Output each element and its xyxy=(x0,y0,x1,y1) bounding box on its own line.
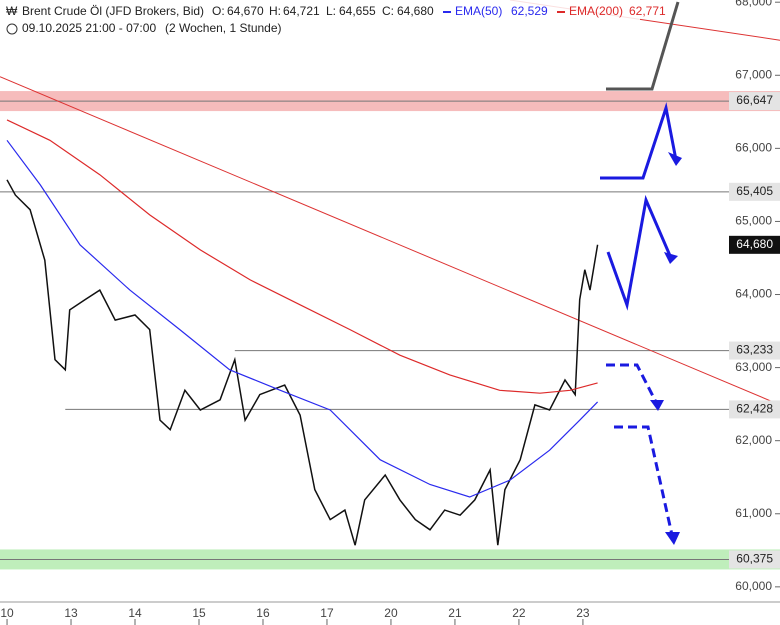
blue-dashed-arrow xyxy=(606,363,659,405)
legend-value: 62,529 xyxy=(511,4,548,18)
arrow-head xyxy=(668,152,682,166)
close-label: C: xyxy=(382,4,394,18)
high: 64,721 xyxy=(283,4,320,18)
y-tick-label: 61,000 xyxy=(735,506,772,520)
x-tick-label: 14 xyxy=(128,606,142,620)
y-tick-label: 63,000 xyxy=(735,360,772,374)
level-label: 63,233 xyxy=(736,343,773,357)
level-label: 66,647 xyxy=(736,93,773,107)
legend-label: EMA(50) xyxy=(455,4,502,18)
x-tick-label: 20 xyxy=(384,606,398,620)
legend-value: 62,771 xyxy=(629,4,666,18)
gray-arrow xyxy=(606,1,680,91)
level-label: 60,375 xyxy=(736,552,773,566)
series-line xyxy=(6,179,599,546)
header: ₩ Brent Crude Öl (JFD Brokers, Bid) O: 6… xyxy=(0,0,666,38)
last-price-bg xyxy=(729,235,780,254)
arrow-head xyxy=(650,400,664,411)
x-tick-label: 10 xyxy=(0,606,14,620)
low: 64,655 xyxy=(339,4,376,18)
x-tick-label: 21 xyxy=(448,606,462,620)
period: 09.10.2025 21:00 - 07:00 xyxy=(22,21,156,35)
level-label-bg xyxy=(729,92,780,111)
x-tick-label: 15 xyxy=(192,606,206,620)
level-label: 62,428 xyxy=(736,402,773,416)
y-tick-label: 68,000 xyxy=(735,0,772,8)
close: 64,680 xyxy=(397,4,434,18)
open-label: O: xyxy=(212,4,225,18)
y-tick-label: 66,000 xyxy=(735,141,772,155)
legend-label: EMA(200) xyxy=(569,4,623,18)
range: (2 Wochen, 1 Stunde) xyxy=(165,21,282,35)
level-label-bg xyxy=(729,182,780,201)
x-tick-label: 16 xyxy=(256,606,270,620)
x-tick-label: 17 xyxy=(320,606,334,620)
plot-area xyxy=(0,0,780,570)
symbol: Brent Crude Öl (JFD Brokers, Bid) xyxy=(22,4,204,18)
low-label: L: xyxy=(326,4,336,18)
level-label-bg xyxy=(729,550,780,569)
arrow-head xyxy=(665,532,680,545)
level-label: 65,405 xyxy=(736,184,773,198)
y-tick-label: 64,000 xyxy=(735,287,772,301)
header-bg xyxy=(0,0,640,38)
x-tick-label: 23 xyxy=(576,606,590,620)
y-tick-label: 65,000 xyxy=(735,214,772,228)
blue-dashed-arrow xyxy=(614,425,674,536)
level-label-bg xyxy=(729,400,780,419)
blue-arrow-zigzag xyxy=(606,194,673,311)
clock-icon xyxy=(6,23,18,35)
series-line xyxy=(6,119,598,394)
series-line xyxy=(6,139,599,498)
arrow-head xyxy=(664,252,678,264)
y-tick-label: 62,000 xyxy=(735,433,772,447)
legend-swatch xyxy=(557,11,565,13)
x-tick-label: 13 xyxy=(64,606,78,620)
symbol-icon: ₩ xyxy=(6,4,18,18)
level-label-bg xyxy=(729,341,780,360)
x-tick-label: 22 xyxy=(512,606,526,620)
legend-swatch xyxy=(443,11,451,13)
y-tick-label: 60,000 xyxy=(735,579,772,593)
trendline xyxy=(0,76,780,406)
open: 64,670 xyxy=(227,4,264,18)
last-price-label: 64,680 xyxy=(736,237,773,251)
y-tick-label: 67,000 xyxy=(735,67,772,81)
high-label: H: xyxy=(269,4,281,18)
blue-arrow-up xyxy=(600,102,678,180)
scenario-arrows xyxy=(600,1,682,545)
